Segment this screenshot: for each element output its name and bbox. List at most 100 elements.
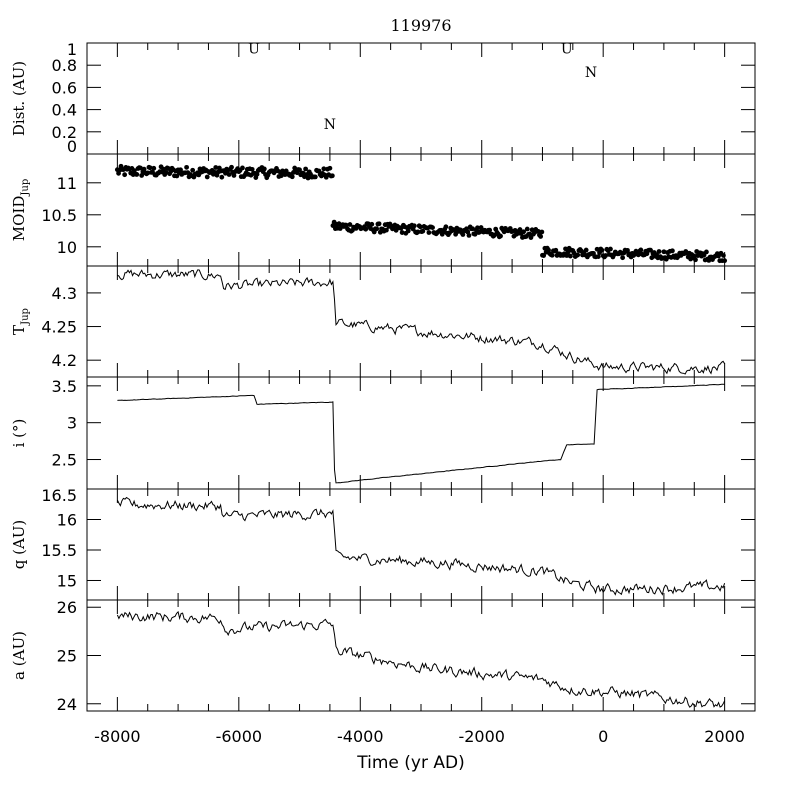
data-point — [475, 225, 480, 231]
encounter-marker: N — [324, 117, 336, 133]
x-tick-label: -2000 — [458, 727, 505, 746]
data-point — [229, 164, 234, 170]
y-tick-label: 10 — [57, 238, 77, 257]
data-point — [178, 167, 183, 173]
y-axis-label: i (°) — [10, 419, 28, 448]
data-point — [460, 232, 466, 237]
data-point — [524, 226, 530, 232]
data-point — [297, 167, 302, 173]
data-point — [565, 249, 571, 255]
data-point — [567, 253, 573, 259]
panel-frame — [86, 488, 756, 601]
y-tick-label: 24 — [57, 695, 77, 714]
data-point — [517, 227, 523, 232]
data-point — [134, 172, 140, 177]
x-tick-label: -4000 — [337, 727, 384, 746]
data-point — [213, 165, 219, 170]
panel-q: 15 15.5 16 16.5 q (AU) — [10, 486, 756, 601]
y-tick-label: 10.5 — [41, 206, 77, 225]
panel-incl: 2.5 3 3.5 i (°) — [10, 376, 756, 490]
data-point — [343, 222, 349, 228]
y-axis-label: Dist. (AU) — [10, 61, 28, 136]
data-point — [443, 224, 449, 230]
data-point — [470, 226, 476, 232]
data-point — [405, 228, 411, 234]
encounter-marker: U — [248, 42, 260, 58]
data-point — [420, 228, 426, 234]
data-point — [691, 253, 697, 259]
y-tick-label: 16 — [57, 510, 77, 529]
series-line-incl — [117, 383, 725, 484]
y-tick-label: 4.2 — [52, 351, 77, 370]
panel-tjup: 4.2 4.25 4.3 TJup — [10, 265, 756, 378]
y-tick-label: 2.5 — [52, 451, 77, 470]
data-point — [693, 257, 698, 263]
y-tick-label: 0 — [67, 137, 77, 156]
data-point — [638, 247, 644, 253]
data-point — [722, 258, 728, 264]
data-point — [383, 227, 389, 233]
x-tick-label: -8000 — [94, 727, 141, 746]
series-line-a — [116, 610, 726, 708]
data-point — [415, 229, 421, 235]
panel-moid: 10 10.5 11 MOIDJup — [10, 153, 756, 267]
data-point — [161, 166, 166, 172]
encounter-marker: N — [585, 65, 597, 81]
y-tick-label: 4.3 — [52, 284, 77, 303]
y-tick-label: 0.4 — [52, 101, 77, 120]
encounter-marker: U — [561, 42, 573, 58]
data-point — [261, 166, 267, 172]
data-point — [603, 253, 609, 258]
data-point — [608, 246, 613, 252]
y-axis-label: q (AU) — [10, 520, 28, 570]
data-point — [466, 232, 472, 238]
chart-title: 119976 — [390, 16, 451, 35]
data-point — [145, 170, 151, 176]
data-point — [521, 229, 527, 235]
y-tick-label: 3.5 — [52, 377, 77, 396]
data-point — [599, 247, 605, 253]
data-point — [139, 173, 145, 178]
data-point — [122, 172, 128, 178]
data-point — [594, 246, 600, 252]
data-point — [411, 223, 417, 229]
data-point — [498, 233, 503, 239]
y-axis-label: a (AU) — [10, 631, 28, 680]
data-point — [575, 252, 581, 258]
data-point — [487, 227, 493, 233]
data-point — [369, 221, 375, 227]
data-point — [363, 226, 369, 232]
data-point — [549, 252, 555, 258]
data-point — [240, 165, 245, 171]
y-axis-label: MOIDJup — [10, 179, 31, 241]
y-axis-label: TJup — [10, 308, 31, 335]
y-tick-label: 0.2 — [52, 123, 77, 142]
data-point — [535, 228, 541, 234]
y-tick-label: 15 — [57, 571, 77, 590]
data-point — [254, 171, 260, 177]
data-point — [190, 167, 196, 173]
data-point — [583, 247, 589, 253]
data-point — [538, 234, 544, 239]
x-axis: -8000 -6000 -4000 -2000 0 2000 — [94, 727, 745, 746]
data-point — [563, 246, 568, 252]
data-point — [163, 169, 169, 175]
data-point — [321, 166, 327, 172]
data-point — [138, 165, 143, 171]
data-point — [649, 255, 655, 261]
data-point — [219, 174, 225, 180]
data-point — [541, 253, 547, 258]
panel-frame — [86, 599, 756, 712]
data-point — [151, 165, 157, 171]
y-tick-label: 0.8 — [52, 56, 77, 75]
panel-frame — [86, 265, 756, 378]
data-point — [656, 249, 662, 254]
data-point — [303, 166, 309, 172]
data-point — [184, 164, 189, 170]
data-point — [721, 253, 726, 258]
data-point — [147, 165, 153, 171]
x-axis-label: Time (yr AD) — [356, 753, 464, 773]
y-tick-label: 3 — [67, 414, 77, 433]
